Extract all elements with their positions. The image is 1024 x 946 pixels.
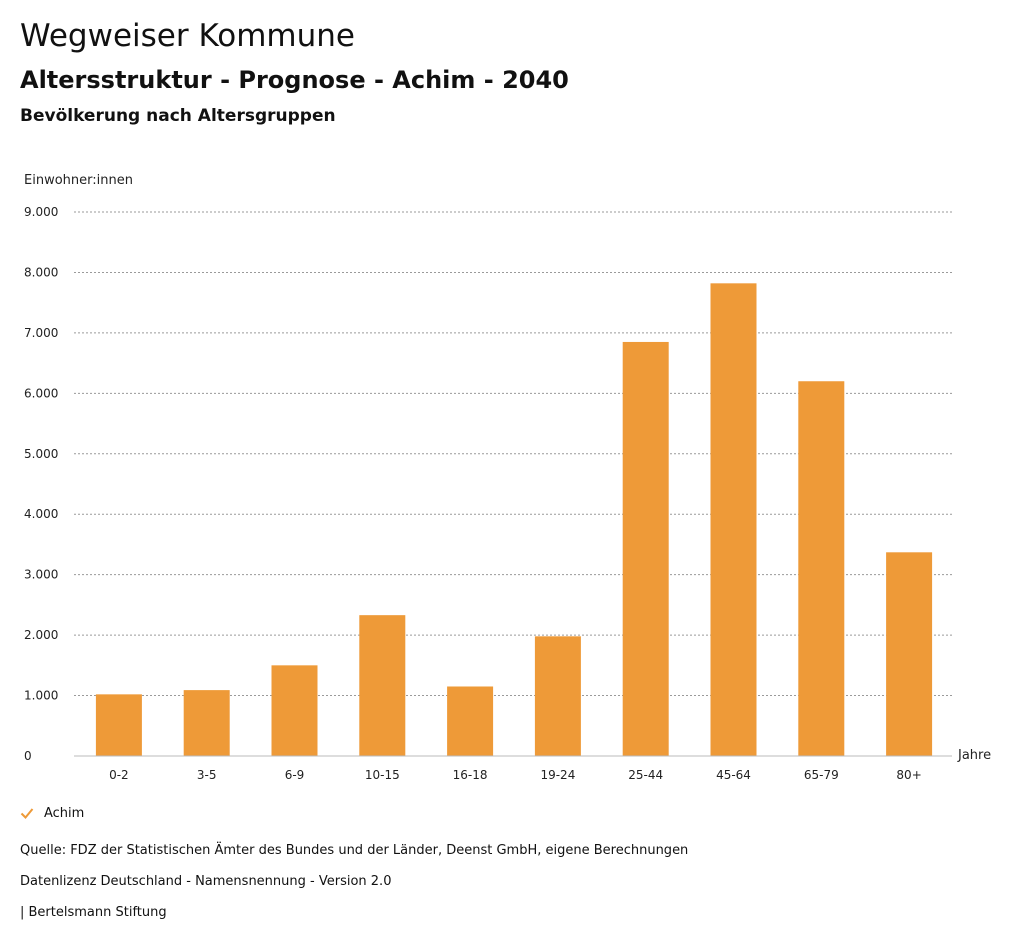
x-axis-title: Jahre xyxy=(957,748,991,763)
chart-legend[interactable]: Achim xyxy=(20,802,84,824)
chart-heading: Bevölkerung nach Altersgruppen xyxy=(20,106,336,126)
y-axis-ticks: 0 1.000 2.000 3.000 4.000 5.000 6.000 7.000 8.00… xyxy=(24,205,58,763)
x-tick-label: 45-64 xyxy=(716,768,751,782)
y-tick-label: 5.000 xyxy=(24,447,58,461)
bar-16-18[interactable] xyxy=(447,686,494,756)
y-tick-label: 9.000 xyxy=(24,205,58,219)
x-tick-label: 16-18 xyxy=(453,768,488,782)
x-tick-label: 25-44 xyxy=(628,768,663,782)
source-note: Quelle: FDZ der Statistischen Ämter des … xyxy=(20,843,689,858)
bar-chart: Einwohner:innen 0 1.000 2.000 3.000 4.000 5.0… xyxy=(24,173,991,782)
page-title: Wegweiser Kommune xyxy=(20,18,355,54)
y-tick-label: 2.000 xyxy=(24,628,58,642)
license-note: Datenlizenz Deutschland - Namensnennung … xyxy=(20,874,392,889)
y-tick-label: 0 xyxy=(24,749,32,763)
check-icon xyxy=(20,808,34,819)
y-tick-label: 7.000 xyxy=(24,326,58,340)
y-tick-label: 3.000 xyxy=(24,568,58,582)
x-tick-label: 19-24 xyxy=(540,768,575,782)
bar-0-2[interactable] xyxy=(95,694,142,756)
bar-80+[interactable] xyxy=(886,552,933,756)
bar-6-9[interactable] xyxy=(271,665,318,756)
bars xyxy=(95,283,933,756)
y-axis-title: Einwohner:innen xyxy=(24,173,133,188)
bar-65-79[interactable] xyxy=(798,381,845,756)
x-axis-ticks: 0-2 3-5 6-9 10-15 16-18 19-24 25-44 45-64 65-79 8… xyxy=(109,768,922,782)
y-tick-label: 4.000 xyxy=(24,507,58,521)
bar-19-24[interactable] xyxy=(534,636,581,756)
x-tick-label: 65-79 xyxy=(804,768,839,782)
x-tick-label: 0-2 xyxy=(109,768,129,782)
chart-subtitle: Altersstruktur - Prognose - Achim - 2040 xyxy=(20,66,569,94)
bar-10-15[interactable] xyxy=(359,615,406,756)
x-tick-label: 80+ xyxy=(896,768,921,782)
legend-item-label: Achim xyxy=(44,805,85,821)
y-tick-label: 1.000 xyxy=(24,689,58,703)
y-tick-label: 6.000 xyxy=(24,386,58,400)
x-tick-label: 3-5 xyxy=(197,768,217,782)
bar-45-64[interactable] xyxy=(710,283,757,756)
x-tick-label: 10-15 xyxy=(365,768,400,782)
y-tick-label: 8.000 xyxy=(24,265,58,279)
bar-25-44[interactable] xyxy=(622,341,669,756)
bar-3-5[interactable] xyxy=(183,690,230,756)
credit-note: | Bertelsmann Stiftung xyxy=(20,905,167,920)
x-tick-label: 6-9 xyxy=(285,768,305,782)
